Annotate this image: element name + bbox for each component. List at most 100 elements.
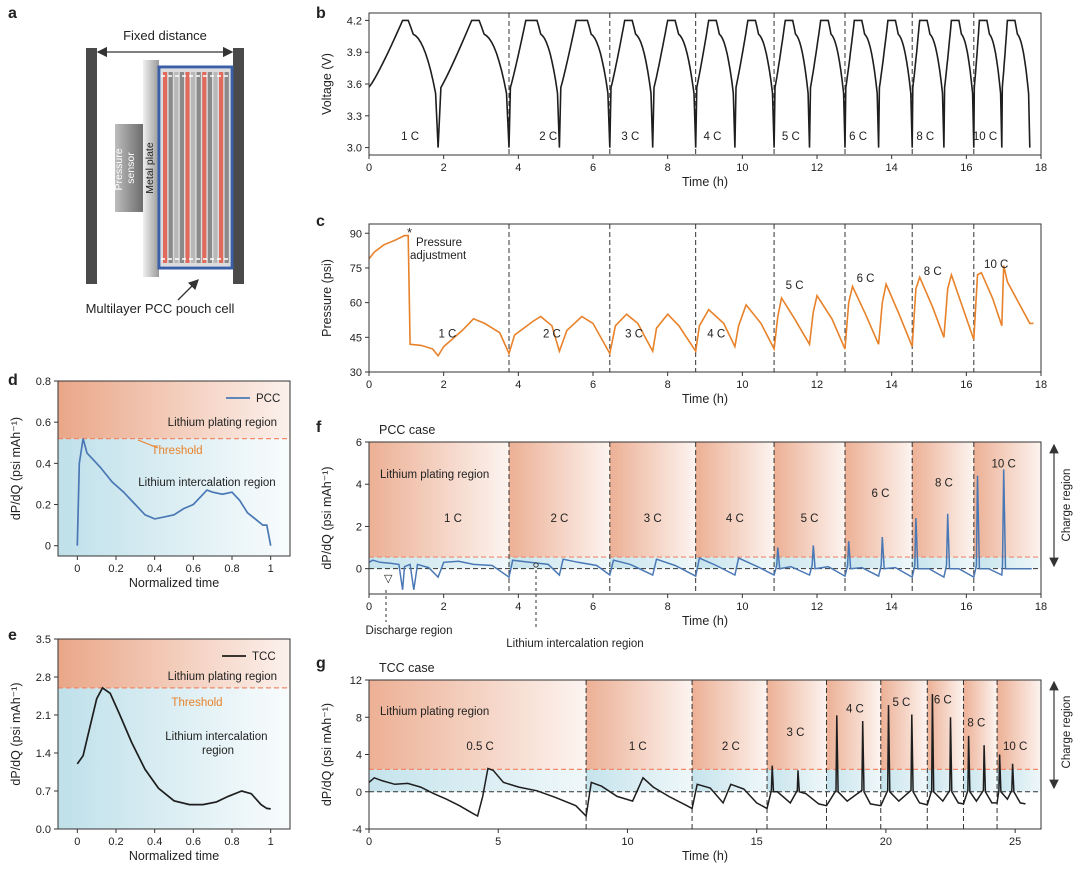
- y-tick-label: 3.0: [347, 143, 362, 155]
- electrode-layer: [174, 72, 179, 263]
- cell-caption: Multilayer PCC pouch cell: [86, 301, 235, 316]
- x-tick-label: 15: [751, 836, 763, 848]
- x-tick-label: 6: [590, 379, 596, 391]
- y-axis-title: dP/dQ (psi mAh⁻¹): [320, 466, 334, 569]
- voltage-curve: [368, 19, 1031, 148]
- intercalation-region-segment: [927, 769, 964, 792]
- intercalation-region-segment: [973, 557, 1041, 569]
- metal-plate-label: Metal plate: [144, 142, 156, 194]
- panel-b-crate-labels: 1 C 2 C 3 C 4 C 5 C 6 C 8 C 10 C: [401, 131, 997, 143]
- metal-plate: [143, 60, 159, 277]
- y-tick-label: -4: [352, 824, 362, 836]
- c-rate-label: 4 C: [704, 131, 722, 143]
- x-tick-label: 1: [268, 836, 274, 848]
- x-tick-label: 12: [811, 601, 823, 613]
- panel-e-frame: [57, 638, 291, 830]
- f-intercalation-label: Lithium intercalation region: [506, 638, 643, 650]
- plating-region-segment: [369, 680, 587, 770]
- y-axis-title: Pressure (psi): [320, 259, 334, 337]
- c-rate-label: 2 C: [550, 513, 568, 525]
- x-axis-title: Normalized time: [129, 576, 219, 590]
- panel-d-axes: 0 0.2 0.4 0.6 0.8 1 0 0.2 0.4 0.6 0.8 Normalized ti…: [9, 376, 274, 590]
- panel-f-axes: 0 2 4 6 8 10 12 14 16 18 0 2 4 6 Time (h) dP/dQ (psi mA…: [320, 437, 1047, 628]
- tcc-legend-label: TCC: [252, 651, 276, 663]
- intercalation-region-segment: [369, 769, 587, 792]
- x-tick-label: 4: [515, 601, 521, 613]
- x-tick-label: 0.6: [186, 836, 201, 848]
- panel-f-label: f: [316, 419, 322, 436]
- x-tick-label: 0: [366, 162, 372, 174]
- electrode-layer: [163, 72, 168, 263]
- intercalation-region-segment: [997, 769, 1041, 792]
- c-rate-label: 4 C: [846, 704, 864, 716]
- y-axis-title: Voltage (V): [320, 53, 334, 115]
- x-tick-label: 0.8: [224, 836, 239, 848]
- x-tick-label: 4: [515, 162, 521, 174]
- plating-region-segment: [692, 680, 768, 770]
- left-frame-bar: [86, 48, 97, 284]
- y-tick-label: 0: [45, 541, 51, 553]
- c-rate-label: 8 C: [935, 477, 953, 489]
- intercalation-marker: [533, 562, 539, 568]
- x-tick-label: 14: [886, 379, 898, 391]
- y-tick-label: 0.7: [36, 786, 51, 798]
- c-rate-label: 2 C: [722, 741, 740, 753]
- y-tick-label: 90: [350, 228, 362, 240]
- x-tick-label: 18: [1035, 601, 1047, 613]
- y-tick-label: 0: [356, 564, 362, 576]
- x-tick-label: 12: [811, 379, 823, 391]
- pcc-case-dpdq-curve: [368, 469, 1032, 590]
- panel-f-dividers: [508, 442, 975, 594]
- plating-region-segment: [767, 680, 827, 770]
- c-rate-label: 1 C: [438, 328, 456, 340]
- plating-region: [58, 381, 290, 439]
- y-tick-label: 0.8: [36, 376, 51, 388]
- pressure-curve: [368, 234, 1034, 358]
- x-tick-label: 8: [665, 601, 671, 613]
- y-tick-label: 0.4: [36, 458, 51, 470]
- panel-b-label: b: [316, 5, 326, 22]
- plating-region-segment: [695, 442, 775, 558]
- y-tick-label: 2: [356, 521, 362, 533]
- f-charge-region-label: Charge region: [1061, 469, 1073, 542]
- tcc-case-dpdq-curve: [368, 693, 1026, 818]
- x-tick-label: 25: [1009, 836, 1021, 848]
- x-tick-label: 10: [736, 162, 748, 174]
- panel-g-regions: [369, 680, 1041, 793]
- pcc-legend-label: PCC: [256, 393, 280, 405]
- y-tick-label: 8: [356, 712, 362, 724]
- c-rate-label: 6 C: [849, 131, 867, 143]
- intercalation-region-segment: [586, 769, 693, 792]
- plating-region-segment: [609, 442, 696, 558]
- panel-c-axes: 0 2 4 6 8 10 12 14 16 18 30 45 60 75 90 Time (h) Pressur…: [320, 228, 1047, 406]
- plating-region: [58, 639, 290, 688]
- c-rate-label: 1 C: [401, 131, 419, 143]
- electrode-layer: [196, 72, 201, 263]
- panel-a-label: a: [8, 5, 17, 22]
- x-tick-label: 10: [736, 379, 748, 391]
- x-tick-label: 18: [1035, 379, 1047, 391]
- plating-region-segment: [774, 442, 845, 558]
- electrode-layer: [213, 72, 218, 263]
- plating-region-segment: [586, 680, 693, 770]
- c-rate-label: 5 C: [892, 697, 910, 709]
- panel-g-axes: 0 5 10 15 20 25 -4 0 4 8 12 Time (h) dP/dQ (psi mAh⁻…: [320, 675, 1021, 863]
- panel-f: f 0 2 4 6 8 10 12 14 16 18 0 2 4 6 Time (h) dP/dQ (psi …: [316, 419, 1073, 650]
- c-rate-label: 10 C: [1003, 741, 1027, 753]
- plating-region-segment: [509, 442, 610, 558]
- c-rate-label: 10 C: [984, 259, 1008, 271]
- y-tick-label: 4: [356, 750, 362, 762]
- c-rate-label: 5 C: [786, 280, 804, 292]
- y-tick-label: 0.2: [36, 500, 51, 512]
- x-tick-label: 0.6: [186, 563, 201, 575]
- x-tick-label: 1: [268, 563, 274, 575]
- x-tick-label: 14: [886, 162, 898, 174]
- y-tick-label: 2.8: [36, 672, 51, 684]
- e-plating-label: Lithium plating region: [168, 671, 277, 683]
- intercalation-region-segment: [609, 557, 696, 569]
- x-axis-title: Time (h): [682, 392, 728, 406]
- intercalation-region-segment: [963, 769, 998, 792]
- pressure-adjustment-line2: adjustment: [410, 250, 467, 262]
- panel-e-axes: 0 0.2 0.4 0.6 0.8 1 0.0 0.7 1.4 2.1 2.8 3.5 Normaliz…: [9, 634, 274, 863]
- y-tick-label: 0.6: [36, 417, 51, 429]
